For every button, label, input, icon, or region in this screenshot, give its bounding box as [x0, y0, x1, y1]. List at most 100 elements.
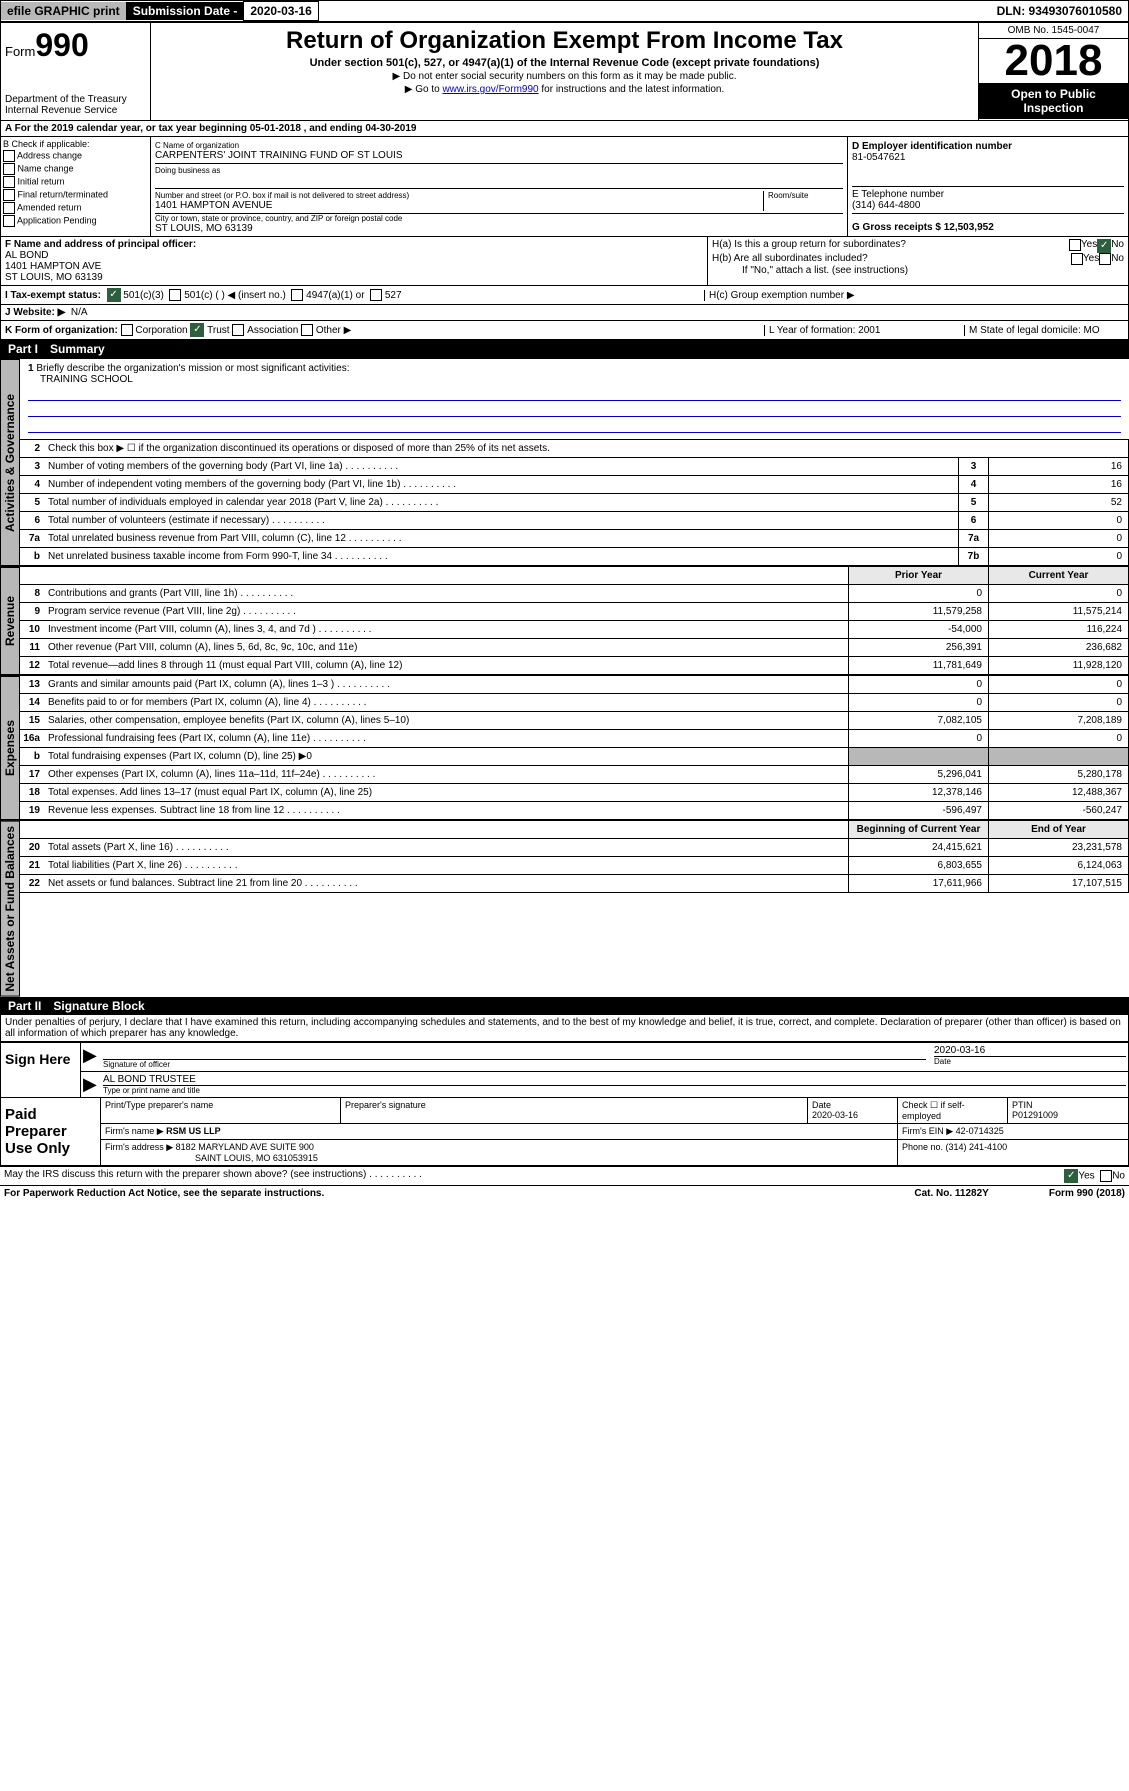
- line5-val: 52: [988, 494, 1128, 511]
- line3-val: 16: [988, 458, 1128, 475]
- line16b: Total fundraising expenses (Part IX, col…: [44, 749, 848, 764]
- line6: Total number of volunteers (estimate if …: [44, 513, 958, 528]
- efile-label[interactable]: efile GRAPHIC print: [1, 2, 127, 20]
- check-527[interactable]: [370, 289, 382, 301]
- line13: Grants and similar amounts paid (Part IX…: [44, 677, 848, 692]
- form-header: Form990 Department of the Treasury Inter…: [0, 22, 1129, 121]
- footer-row: For Paperwork Reduction Act Notice, see …: [0, 1185, 1129, 1201]
- discuss-no[interactable]: [1100, 1170, 1112, 1182]
- check-501c[interactable]: [169, 289, 181, 301]
- firm-addr1: 8182 MARYLAND AVE SUITE 900: [176, 1142, 314, 1152]
- line17: Other expenses (Part IX, column (A), lin…: [44, 767, 848, 782]
- sig-date-label: Date: [934, 1056, 1126, 1066]
- line14: Benefits paid to or for members (Part IX…: [44, 695, 848, 710]
- signature-block: Sign Here ▶ Signature of officer 2020-03…: [0, 1042, 1129, 1098]
- firm-name: RSM US LLP: [166, 1126, 221, 1136]
- ein-value: 81-0547621: [852, 152, 1124, 163]
- tax-status-row: I Tax-exempt status: ✓ 501(c)(3) 501(c) …: [0, 286, 1129, 305]
- check-address[interactable]: Address change: [3, 150, 148, 162]
- phone-value: (314) 644-4800: [852, 200, 1124, 211]
- line10: Investment income (Part VIII, column (A)…: [44, 622, 848, 637]
- dln: DLN: 93493076010580: [991, 2, 1128, 20]
- line8: Contributions and grants (Part VIII, lin…: [44, 586, 848, 601]
- part2-header: Part IISignature Block: [0, 997, 1129, 1015]
- line22: Net assets or fund balances. Subtract li…: [44, 876, 848, 891]
- sig-name: AL BOND TRUSTEE: [103, 1074, 1126, 1085]
- hb-note: If "No," attach a list. (see instruction…: [712, 265, 1124, 276]
- officer-addr2: ST LOUIS, MO 63139: [5, 272, 703, 283]
- expenses-section: Expenses 13Grants and similar amounts pa…: [0, 675, 1129, 820]
- sig-officer-label: Signature of officer: [103, 1059, 926, 1069]
- state-domicile: M State of legal domicile: MO: [964, 325, 1124, 336]
- self-employed-check[interactable]: Check ☐ if self-employed: [898, 1098, 1008, 1123]
- officer-row: F Name and address of principal officer:…: [0, 237, 1129, 286]
- check-4947[interactable]: [291, 289, 303, 301]
- dept-treasury: Department of the Treasury: [5, 94, 146, 105]
- check-501c3[interactable]: ✓: [107, 288, 121, 302]
- line7a: Total unrelated business revenue from Pa…: [44, 531, 958, 546]
- governance-section: Activities & Governance 1 Briefly descri…: [0, 358, 1129, 566]
- ha-label: H(a) Is this a group return for subordin…: [712, 239, 1069, 253]
- gross-receipts: G Gross receipts $ 12,503,952: [852, 222, 1124, 233]
- top-bar: efile GRAPHIC print Submission Date - 20…: [0, 0, 1129, 22]
- line1-value: TRAINING SCHOOL: [28, 374, 1121, 385]
- preparer-name-label: Print/Type preparer's name: [101, 1098, 341, 1123]
- line11: Other revenue (Part VIII, column (A), li…: [44, 640, 848, 655]
- check-pending[interactable]: Application Pending: [3, 215, 148, 227]
- note-ssn: ▶ Do not enter social security numbers o…: [155, 71, 974, 82]
- tax-status-label: I Tax-exempt status:: [5, 290, 101, 301]
- year-formation: L Year of formation: 2001: [764, 325, 964, 336]
- line4-val: 16: [988, 476, 1128, 493]
- current-year-header: Current Year: [988, 567, 1128, 584]
- expenses-label: Expenses: [0, 676, 20, 820]
- line2: Check this box ▶ ☐ if the organization d…: [44, 441, 1128, 456]
- check-name[interactable]: Name change: [3, 163, 148, 175]
- sig-name-label: Type or print name and title: [103, 1085, 1126, 1095]
- check-initial[interactable]: Initial return: [3, 176, 148, 188]
- check-trust[interactable]: ✓: [190, 323, 204, 337]
- section-a: B Check if applicable: Address change Na…: [0, 137, 1129, 237]
- paperwork-notice: For Paperwork Reduction Act Notice, see …: [4, 1188, 324, 1199]
- note-link: ▶ Go to www.irs.gov/Form990 for instruct…: [155, 84, 974, 95]
- line6-val: 0: [988, 512, 1128, 529]
- check-final[interactable]: Final return/terminated: [3, 189, 148, 201]
- dba-label: Doing business as: [155, 166, 843, 175]
- paid-preparer-label: Paid Preparer Use Only: [1, 1098, 101, 1165]
- discuss-yes[interactable]: ✓: [1064, 1169, 1078, 1183]
- form-number: Form990: [5, 27, 146, 64]
- form-title: Return of Organization Exempt From Incom…: [155, 27, 974, 55]
- revenue-label: Revenue: [0, 567, 20, 675]
- line20: Total assets (Part X, line 16): [44, 840, 848, 855]
- discuss-row: May the IRS discuss this return with the…: [0, 1166, 1129, 1185]
- governance-label: Activities & Governance: [0, 359, 20, 566]
- period-row: A For the 2019 calendar year, or tax yea…: [0, 121, 1129, 137]
- prior-year-header: Prior Year: [848, 567, 988, 584]
- line7b-val: 0: [988, 548, 1128, 565]
- line7a-val: 0: [988, 530, 1128, 547]
- paid-preparer-block: Paid Preparer Use Only Print/Type prepar…: [0, 1098, 1129, 1166]
- officer-label: F Name and address of principal officer:: [5, 239, 703, 250]
- open-public: Open to Public Inspection: [979, 83, 1128, 119]
- sign-here-label: Sign Here: [1, 1043, 81, 1097]
- form-org-row: K Form of organization: Corporation ✓ Tr…: [0, 321, 1129, 340]
- firm-phone: Phone no. (314) 241-4100: [898, 1140, 1128, 1165]
- discuss-text: May the IRS discuss this return with the…: [4, 1169, 422, 1183]
- checkbox-column: B Check if applicable: Address change Na…: [1, 137, 151, 236]
- preparer-date: 2020-03-16: [812, 1110, 858, 1120]
- org-name-label: C Name of organization: [155, 141, 843, 150]
- line18: Total expenses. Add lines 13–17 (must eq…: [44, 785, 848, 800]
- line4: Number of independent voting members of …: [44, 477, 958, 492]
- irs-link[interactable]: www.irs.gov/Form990: [442, 84, 538, 95]
- check-assoc[interactable]: [232, 324, 244, 336]
- submission-label: Submission Date -: [127, 2, 244, 20]
- check-amended[interactable]: Amended return: [3, 202, 148, 214]
- form-footer: Form 990 (2018): [1049, 1188, 1125, 1199]
- line9: Program service revenue (Part VIII, line…: [44, 604, 848, 619]
- check-corp[interactable]: [121, 324, 133, 336]
- addr-label: Number and street (or P.O. box if mail i…: [155, 191, 763, 200]
- form-subtitle: Under section 501(c), 527, or 4947(a)(1)…: [155, 57, 974, 69]
- cat-no: Cat. No. 11282Y: [914, 1188, 988, 1199]
- officer-addr1: 1401 HAMPTON AVE: [5, 261, 703, 272]
- check-other[interactable]: [301, 324, 313, 336]
- sig-date: 2020-03-16: [934, 1045, 1126, 1056]
